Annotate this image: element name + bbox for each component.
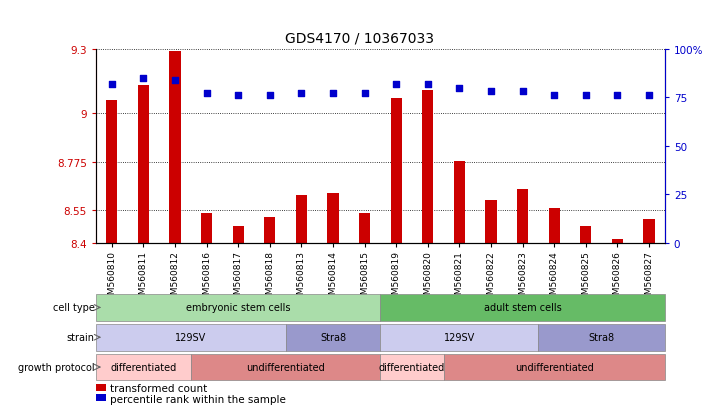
Bar [106,101,117,243]
Bar [96,394,106,401]
Bar [517,190,528,243]
Text: differentiated: differentiated [110,362,176,372]
Bar [286,324,380,351]
Text: embryonic stem cells: embryonic stem cells [186,303,290,313]
Bar [201,213,212,243]
Point [296,91,307,97]
Point [580,93,592,100]
Point [548,93,560,100]
Bar [643,220,655,243]
Text: 129SV: 129SV [444,332,475,342]
Bar [96,324,286,351]
Text: adult stem cells: adult stem cells [483,303,562,313]
Bar [549,209,560,243]
Bar [296,196,307,243]
Text: GDS4170 / 10367033: GDS4170 / 10367033 [284,31,434,45]
Point [106,81,117,88]
Text: transformed count: transformed count [110,383,208,393]
Bar [138,86,149,243]
Point [359,91,370,97]
Bar [380,354,444,380]
Text: undifferentiated: undifferentiated [246,362,325,372]
Point [327,91,338,97]
Text: undifferentiated: undifferentiated [515,362,594,372]
Bar [444,354,665,380]
Text: Stra8: Stra8 [589,332,614,342]
Point [486,89,497,95]
Point [232,93,244,100]
Bar [359,213,370,243]
Bar [96,384,106,391]
Point [454,85,465,92]
Point [422,81,434,88]
Point [264,93,275,100]
Point [169,77,181,84]
Bar [169,52,181,243]
Point [517,89,528,95]
Bar [264,217,275,243]
Bar [538,324,665,351]
Bar [232,226,244,243]
Bar [380,324,538,351]
Bar [486,200,496,243]
Bar [390,99,402,243]
Point [201,91,213,97]
Bar [612,239,623,243]
Text: strain: strain [66,332,95,342]
Text: 129SV: 129SV [175,332,206,342]
Bar [454,161,465,243]
Bar [422,90,433,243]
Text: growth protocol: growth protocol [18,362,95,372]
Bar [96,294,380,321]
Bar [580,226,592,243]
Text: cell type: cell type [53,303,95,313]
Point [611,93,623,100]
Text: percentile rank within the sample: percentile rank within the sample [110,394,286,404]
Point [138,75,149,82]
Bar [96,354,191,380]
Point [643,93,655,100]
Text: differentiated: differentiated [379,362,445,372]
Bar [328,194,338,243]
Bar [380,294,665,321]
Point [390,81,402,88]
Text: Stra8: Stra8 [320,332,346,342]
Bar [191,354,380,380]
